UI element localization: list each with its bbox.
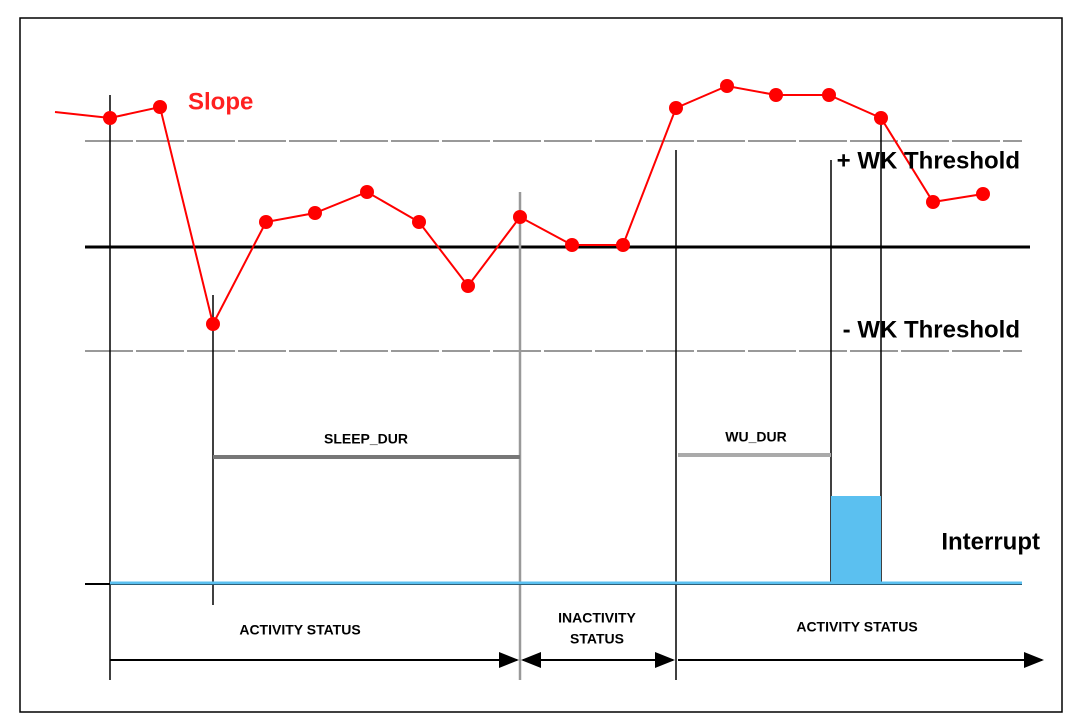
point (976, 187, 990, 201)
slope-points (103, 79, 990, 331)
point (360, 185, 374, 199)
point (565, 238, 579, 252)
upper-threshold-label: + WK Threshold (837, 147, 1020, 174)
point (720, 79, 734, 93)
status-label: STATUS (570, 631, 624, 647)
point (822, 88, 836, 102)
point (513, 210, 527, 224)
point (308, 206, 322, 220)
point (412, 215, 426, 229)
point (103, 111, 117, 125)
status-label: INACTIVITY (558, 610, 636, 626)
frame (19, 17, 1063, 713)
point (153, 100, 167, 114)
sleep-duration-label: SLEEP_DUR (324, 431, 408, 447)
status-label: ACTIVITY STATUS (796, 619, 917, 635)
point (461, 279, 475, 293)
point (874, 111, 888, 125)
point (769, 88, 783, 102)
wake-duration-label: WU_DUR (725, 429, 786, 445)
point (669, 101, 683, 115)
interrupt-pulse (831, 496, 881, 584)
slope-label: Slope (188, 88, 253, 115)
point (926, 195, 940, 209)
point (259, 215, 273, 229)
point (616, 238, 630, 252)
point (206, 317, 220, 331)
lower-threshold-label: - WK Threshold (843, 316, 1020, 343)
interrupt-label: Interrupt (941, 528, 1040, 555)
status-label: ACTIVITY STATUS (239, 622, 360, 638)
